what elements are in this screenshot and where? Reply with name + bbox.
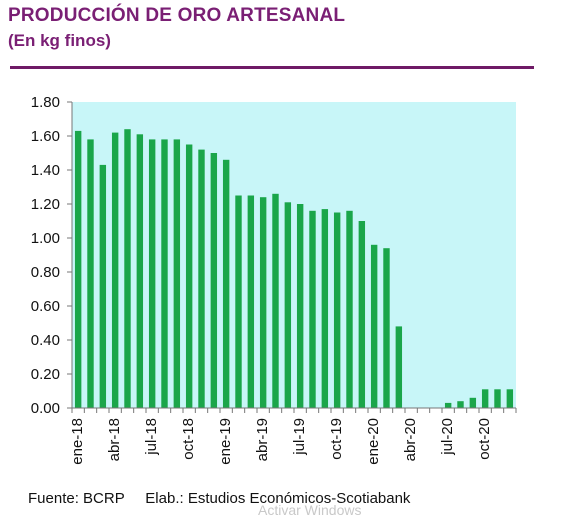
x-axis: ene-18 abr-18 jul-18 oct-18 ene-19 abr-19 jul-… bbox=[69, 407, 517, 465]
y-tick-label: 1.60 bbox=[31, 128, 60, 145]
bar-jun-19 bbox=[284, 202, 292, 408]
bar-sep-19 bbox=[321, 209, 329, 408]
x-tick-label: abr-18 bbox=[106, 418, 123, 461]
bar-mar-19 bbox=[247, 195, 255, 408]
bar-feb-20 bbox=[383, 248, 390, 408]
bar-oct-18 bbox=[185, 144, 193, 408]
bar-ago-20 bbox=[457, 401, 464, 408]
y-tick-label: 1.80 bbox=[31, 94, 60, 111]
bar-ago-19 bbox=[309, 210, 316, 408]
bar-nov-19 bbox=[346, 210, 353, 408]
bar-may-18 bbox=[124, 129, 131, 408]
bar-ene-20 bbox=[370, 244, 378, 408]
bar-abr-18 bbox=[111, 132, 119, 408]
bar-nov-20 bbox=[494, 389, 501, 408]
x-tick-label: jul-19 bbox=[291, 418, 308, 456]
bar-dic-18 bbox=[210, 153, 218, 408]
chart-footer: Fuente: BCRP Elab.: Estudios Económicos-… bbox=[28, 490, 410, 507]
bar-may-19 bbox=[272, 193, 279, 408]
y-tick-label: 0.20 bbox=[31, 366, 60, 383]
bar-mar-18 bbox=[99, 164, 107, 408]
y-tick-label: 0.80 bbox=[31, 264, 60, 281]
x-tick-label: abr-20 bbox=[402, 418, 419, 461]
chart-subtitle: (En kg finos) bbox=[8, 31, 111, 50]
bar-oct-20 bbox=[481, 389, 489, 408]
x-tick-label: ene-20 bbox=[365, 418, 382, 465]
bar-oct-19 bbox=[333, 212, 341, 408]
y-tick-label: 0.00 bbox=[31, 400, 60, 417]
y-tick-label: 0.40 bbox=[31, 332, 60, 349]
title-divider bbox=[10, 66, 534, 69]
y-tick-label: 1.40 bbox=[31, 162, 60, 179]
bar-ago-18 bbox=[161, 139, 168, 408]
bar-sep-18 bbox=[173, 139, 181, 408]
bar-jul-18 bbox=[148, 139, 156, 408]
bar-sep-20 bbox=[469, 397, 477, 408]
bar-series bbox=[74, 129, 514, 409]
bar-feb-19 bbox=[235, 195, 242, 408]
bar-jul-20 bbox=[444, 402, 452, 408]
bar-mar-20 bbox=[395, 326, 403, 408]
x-tick-label: ene-18 bbox=[69, 418, 86, 465]
y-tick-label: 0.60 bbox=[31, 298, 60, 315]
bar-nov-18 bbox=[198, 149, 205, 408]
chart-title: PRODUCCIÓN DE ORO ARTESANAL bbox=[8, 5, 346, 26]
bar-jul-19 bbox=[296, 204, 304, 408]
x-tick-label: abr-19 bbox=[254, 418, 271, 461]
bar-chart: 0.00 0.20 0.40 0.60 0.80 1.00 1.20 1.40 1.60 1.80… bbox=[31, 94, 517, 465]
bar-dic-20 bbox=[506, 389, 514, 408]
bar-ene-18 bbox=[74, 130, 82, 408]
x-tick-label: oct-18 bbox=[180, 418, 197, 460]
y-tick-label: 1.00 bbox=[31, 230, 60, 247]
x-tick-label: jul-18 bbox=[143, 418, 160, 456]
bar-ene-19 bbox=[222, 159, 230, 408]
x-tick-label: oct-20 bbox=[476, 418, 493, 460]
x-tick-label: jul-20 bbox=[439, 418, 456, 456]
x-tick-label: ene-19 bbox=[217, 418, 234, 465]
source-note: Fuente: BCRP bbox=[28, 490, 125, 507]
y-tick-label: 1.20 bbox=[31, 196, 60, 213]
elaboration-note: Elab.: Estudios Económicos-Scotiabank bbox=[145, 490, 411, 507]
bar-feb-18 bbox=[87, 139, 94, 408]
bar-dic-19 bbox=[358, 221, 366, 408]
os-watermark: Activar Windows bbox=[258, 502, 362, 518]
x-tick-label: oct-19 bbox=[328, 418, 345, 460]
plot-background bbox=[72, 102, 516, 408]
bar-abr-19 bbox=[259, 197, 267, 408]
bar-jun-18 bbox=[136, 134, 144, 409]
y-axis: 0.00 0.20 0.40 0.60 0.80 1.00 1.20 1.40 1.60 1.80 bbox=[31, 94, 73, 417]
